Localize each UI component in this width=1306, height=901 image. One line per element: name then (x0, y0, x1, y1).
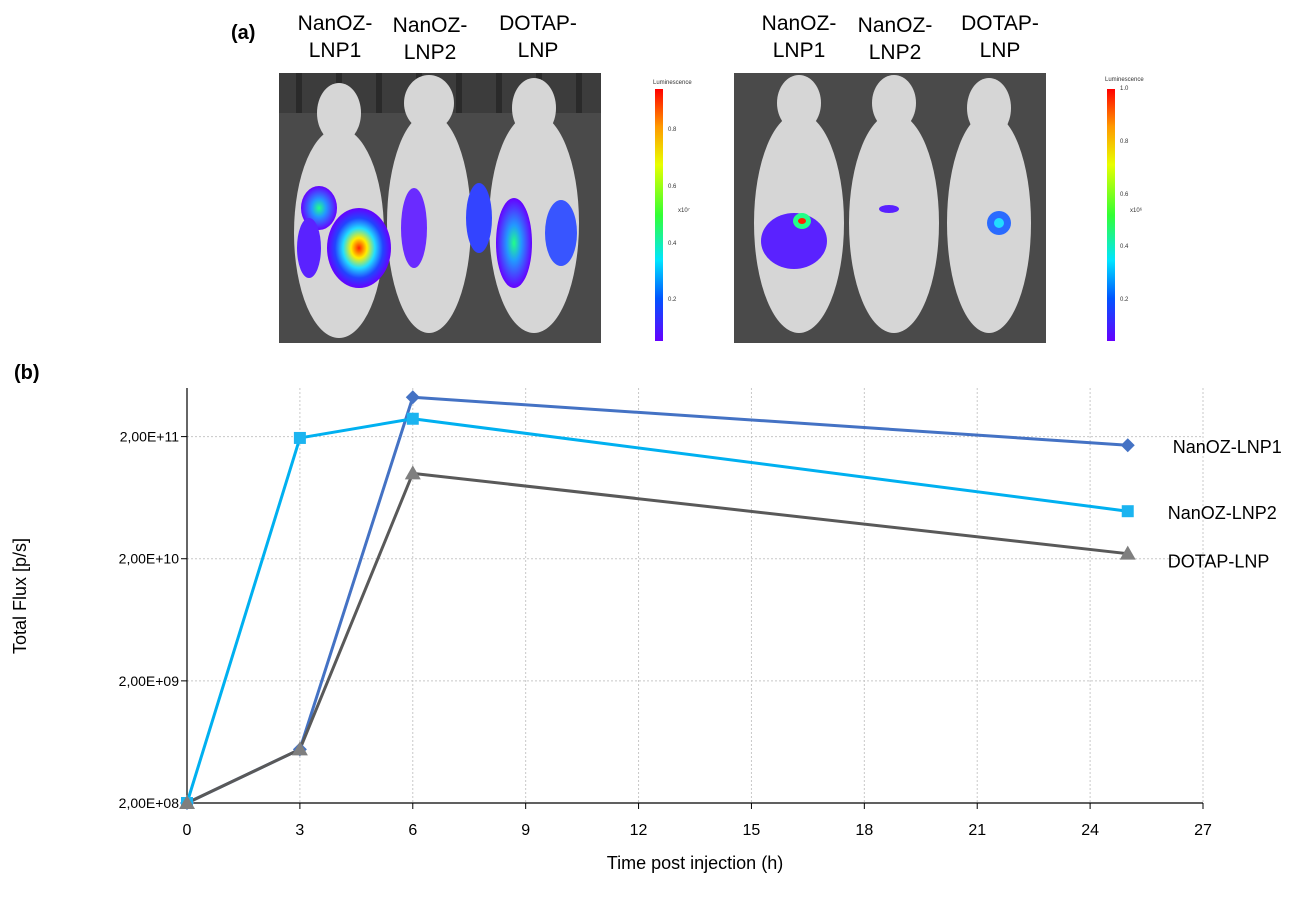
data-point-dotap-lnp (291, 741, 308, 756)
data-point-nanoz-lnp1 (1120, 438, 1135, 453)
group2-label-lnp1: NanOZ- LNP1 (761, 12, 837, 62)
data-point-dotap-lnp (404, 465, 421, 480)
scale-2-tick: 0.6 (1120, 192, 1129, 198)
chart-ticks: 0 3 6 9 12 15 18 21 24 27 2,00E+08 2,00E+09 2,00E+10… (119, 429, 1212, 839)
x-tick-label: 27 (1194, 822, 1212, 839)
scale-1-tick: 0.8 (668, 127, 677, 133)
scale-1-tick: 0.6 (668, 184, 677, 190)
scale-1-colorbar (655, 89, 663, 341)
scale-2-unit: x10⁶ (1130, 208, 1143, 214)
series-line-nanoz-lnp1 (186, 395, 1128, 805)
scale-2-tick: 1.0 (1120, 86, 1129, 92)
data-point-nanoz-lnp1 (405, 390, 420, 405)
group1-label-lnp1: NanOZ- LNP1 (297, 12, 373, 62)
series-label-dotap-lnp: DOTAP-LNP (1168, 552, 1270, 572)
x-tick-label: 24 (1081, 822, 1099, 839)
mouse-illustration-1 (279, 73, 601, 338)
series-label-nanoz-lnp2: NanOZ-LNP2 (1168, 503, 1277, 523)
series-line-nanoz-lnp2 (185, 417, 1128, 804)
y-tick-label: 2,00E+11 (120, 429, 180, 445)
x-tick-label: 9 (521, 822, 530, 839)
x-tick-label: 0 (183, 822, 192, 839)
group1-label-dotap: DOTAP- LNP (499, 12, 577, 62)
data-point-dotap-lnp (179, 795, 195, 809)
group2-label-lnp2: NanOZ- LNP2 (857, 14, 933, 64)
mouse-illustration-2 (754, 75, 1031, 333)
line-chart: 0 3 6 9 12 15 18 21 24 27 2,00E+08 2,00E+09 2,00E+10… (10, 388, 1282, 873)
scale-2-tick: 0.4 (1120, 244, 1129, 250)
data-point-nanoz-lnp2 (293, 431, 306, 444)
y-tick-label: 2,00E+10 (119, 551, 180, 567)
bioluminescence-image-1 (279, 73, 601, 343)
x-tick-label: 18 (855, 822, 873, 839)
x-tick-label: 21 (968, 822, 986, 839)
scale-1-title: Luminescence (653, 80, 692, 86)
chart-markers (179, 390, 1136, 810)
scale-2-tick: 0.2 (1120, 297, 1129, 303)
scale-2-tick: 0.8 (1120, 139, 1129, 145)
panel-b-label: (b) (14, 362, 40, 384)
chart-series-labels: NanOZ-LNP1 NanOZ-LNP2 DOTAP-LNP (1168, 437, 1282, 571)
data-point-nanoz-lnp2 (1121, 505, 1134, 518)
x-tick-label: 15 (743, 822, 761, 839)
chart-gridlines (187, 388, 1204, 803)
y-tick-label: 2,00E+08 (119, 795, 180, 811)
y-axis-label: Total Flux [p/s] (10, 538, 30, 654)
scale-1-unit: x10⁷ (678, 208, 690, 214)
x-tick-label: 6 (408, 822, 417, 839)
scale-1-tick: 0.4 (668, 241, 677, 247)
series-line-dotap-lnp (186, 471, 1128, 805)
group2-label-dotap: DOTAP- LNP (961, 12, 1039, 62)
scale-2-title: Luminescence (1105, 77, 1144, 83)
x-tick-label: 3 (295, 822, 304, 839)
chart-series (185, 395, 1128, 805)
y-tick-label: 2,00E+09 (119, 673, 180, 689)
group1-label-lnp2: NanOZ- LNP2 (392, 14, 468, 64)
series-label-nanoz-lnp1: NanOZ-LNP1 (1173, 437, 1282, 457)
chart-axes (186, 388, 1203, 804)
bioluminescence-image-2 (734, 73, 1046, 343)
x-axis-label: Time post injection (h) (607, 853, 783, 873)
scale-2-colorbar (1107, 89, 1115, 341)
panel-a-label: (a) (231, 22, 256, 44)
data-point-nanoz-lnp2 (406, 412, 419, 425)
scale-1-tick: 0.2 (668, 297, 677, 303)
x-tick-label: 12 (630, 822, 648, 839)
data-point-dotap-lnp (1119, 545, 1136, 560)
